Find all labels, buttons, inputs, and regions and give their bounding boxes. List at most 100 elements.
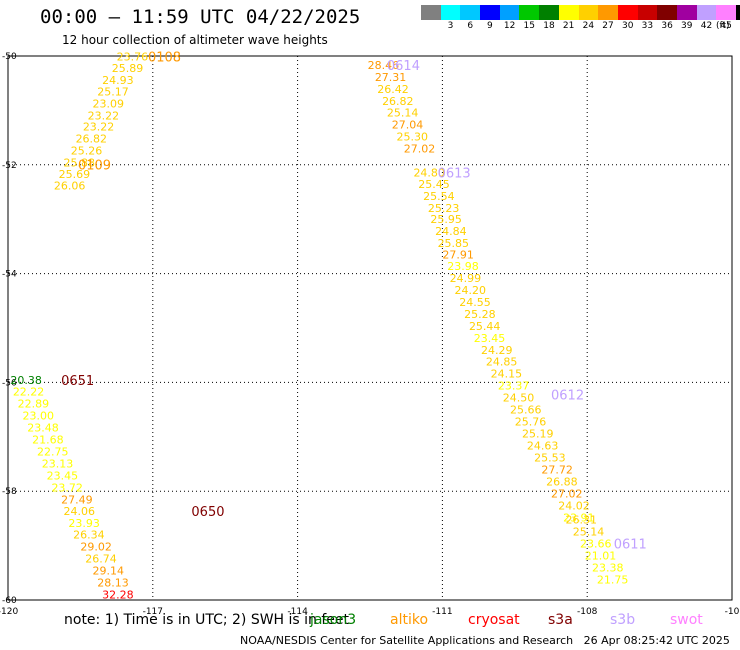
pass-time-label: 0650 (191, 505, 224, 520)
swh-value-label: 23.93 (68, 517, 100, 530)
satellite-legend-item: cryosat (468, 612, 520, 628)
swh-value-label: 24.55 (459, 296, 491, 309)
swh-value-label: 26.82 (76, 133, 108, 146)
legend-label: 45 (720, 21, 732, 31)
swh-value-label: 23.45 (474, 332, 506, 345)
legend-swatch (499, 5, 520, 20)
legend-label: 39 (681, 21, 693, 31)
swh-value-label: 23.66 (580, 537, 612, 550)
y-tick-label: -58 (2, 487, 17, 497)
swh-value-label: 24.06 (64, 505, 96, 518)
legend-swatch (736, 5, 740, 20)
legend-label: 36 (661, 21, 673, 31)
legend-label: 6 (467, 21, 474, 31)
satellite-legend-item: s3b (610, 612, 636, 628)
swh-value-label: 27.02 (404, 142, 436, 155)
swh-value-label: 25.85 (438, 237, 470, 250)
legend-swatch (696, 5, 717, 20)
swh-value-label: 27.49 (61, 493, 93, 506)
swh-value-label: 25.26 (71, 145, 103, 158)
y-tick-label: -50 (2, 52, 17, 62)
color-scale-legend (421, 5, 740, 20)
pass-time-label: 0613 (438, 166, 471, 181)
swh-value-label: 23.22 (83, 121, 115, 134)
swh-value-label: 25.66 (510, 404, 542, 417)
swh-value-label: 25.89 (112, 62, 144, 75)
swh-value-label: 22.89 (18, 398, 50, 411)
swh-value-label: 25.30 (397, 131, 429, 144)
swh-value-label: 24.29 (481, 344, 512, 357)
legend-swatch (460, 5, 481, 20)
legend-label: 12 (503, 21, 516, 31)
swh-value-label: 24.80 (413, 166, 445, 179)
swh-value-label: 25.76 (515, 416, 547, 429)
pass-time-label: 0108 (148, 51, 181, 66)
swh-value-label: 23.91 (563, 511, 595, 524)
swh-value-label: 25.54 (423, 190, 455, 203)
page-title: 00:00 – 11:59 UTC 04/22/2025 (40, 6, 361, 28)
color-scale-labels: 36912151821242730333639424570 (421, 21, 740, 31)
swh-value-label: 24.84 (435, 225, 467, 238)
swh-value-label: 25.14 (387, 107, 419, 120)
swh-value-label: 23.98 (447, 260, 479, 273)
x-tick-label: -108 (577, 607, 598, 617)
legend-swatch (421, 5, 441, 20)
swh-value-label: 24.85 (486, 356, 517, 369)
swh-value-label: 25.28 (464, 308, 496, 321)
swh-value-label: 24.63 (527, 440, 559, 453)
legend-label: 15 (523, 21, 535, 31)
swh-value-label: 23.48 (27, 422, 59, 435)
swh-value-label: 23.00 (22, 410, 54, 423)
legend-swatch (558, 5, 579, 20)
satellite-legend-item: s3a (548, 612, 573, 628)
swh-value-label: 22.22 (13, 386, 45, 399)
swh-value-label: 25.17 (97, 85, 129, 98)
x-tick-label: -117 (143, 607, 163, 617)
swh-value-label: 23.37 (498, 380, 530, 393)
swh-value-label: 32.28 (102, 589, 133, 602)
swh-value-label: 25.53 (534, 451, 566, 464)
color-scale-unit: (ft) (716, 21, 730, 31)
swh-value-label: 29.14 (92, 565, 124, 578)
legend-label: 33 (641, 21, 654, 31)
legend-swatch (716, 5, 736, 20)
swh-value-label: 26.34 (73, 529, 105, 542)
swh-value-label: 23.45 (47, 469, 79, 482)
swh-value-label: 27.02 (551, 487, 583, 500)
pass-time-label: 0109 (78, 158, 111, 173)
y-tick-label: -52 (2, 161, 17, 171)
credit-footer: NOAA/NESDIS Center for Satellite Applica… (240, 634, 730, 647)
pass-time-label: 0611 (614, 537, 647, 552)
pass-time-label: 0651 (61, 374, 94, 389)
x-tick-label: -120 (0, 607, 18, 617)
swh-value-label: 29.02 (80, 541, 112, 554)
swh-value-label: 28.13 (97, 577, 129, 590)
swh-value-label: 23.38 (592, 561, 624, 574)
swh-value-label: 23.09 (92, 97, 124, 110)
page-subtitle: 12 hour collection of altimeter wave hei… (62, 33, 328, 47)
x-tick-label: -10 (725, 607, 740, 617)
swh-value-label: 27.31 (375, 71, 407, 84)
legend-label: 18 (543, 21, 555, 31)
legend-swatch (519, 5, 540, 20)
satellite-legend-item: altiko (390, 612, 429, 628)
legend-label: 3 (447, 21, 454, 31)
legend-swatch (637, 5, 658, 20)
pass-time-label: 0614 (387, 59, 420, 74)
y-tick-label: -56 (2, 378, 17, 388)
legend-swatch (617, 5, 638, 20)
plot-frame (7, 55, 733, 601)
swh-value-label: 26.06 (54, 179, 86, 192)
swh-value-label: 25.95 (430, 213, 462, 226)
legend-label: 9 (487, 21, 493, 31)
swh-value-label: 23.22 (88, 109, 120, 122)
legend-label: 27 (602, 21, 614, 31)
swh-value-label: 22.75 (37, 445, 69, 458)
legend-swatch (657, 5, 677, 20)
swh-value-label: 24.93 (102, 74, 133, 87)
x-tick-label: -111 (432, 607, 452, 617)
y-tick-label: -60 (2, 596, 17, 606)
legend-label: 24 (582, 21, 595, 31)
swh-value-label: 21.01 (585, 549, 617, 562)
